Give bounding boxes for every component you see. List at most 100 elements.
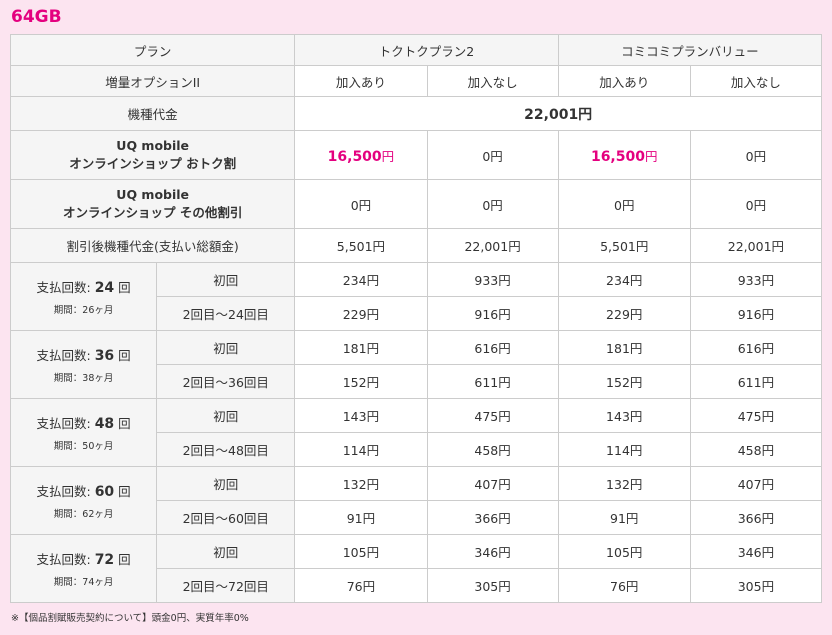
first-payment-value: 616円 xyxy=(689,330,823,365)
payment-period: 期間：38ヶ月 xyxy=(53,373,114,384)
header-row-option: 増量オプションII 加入あり 加入なし 加入あり 加入なし xyxy=(9,65,823,97)
other-value-2: 0円 xyxy=(426,179,559,229)
rest-payment-value: 152円 xyxy=(294,364,428,399)
price-table: プラン トクトクプラン2 コミコミプランバリュー 増量オプションII 加入あり … xyxy=(9,34,823,603)
payment-suffix: 回 xyxy=(118,484,131,499)
first-payment-value: 143円 xyxy=(294,398,428,433)
rest-payment-value: 114円 xyxy=(557,432,691,467)
first-payment-label: 初回 xyxy=(156,262,296,297)
otoku-label-line2: オンラインショップ おトク割 xyxy=(69,156,237,171)
first-payment-label: 初回 xyxy=(156,330,296,365)
header-row-plan: プラン トクトクプラン2 コミコミプランバリュー xyxy=(9,34,823,66)
rest-payment-value: 76円 xyxy=(294,568,428,603)
first-payment-value: 346円 xyxy=(689,534,823,569)
first-payment-label: 初回 xyxy=(156,398,296,433)
rest-payment-label: 2回目〜36回目 xyxy=(156,364,296,399)
first-payment-value: 407円 xyxy=(689,466,823,501)
plan-komikomi: コミコミプランバリュー xyxy=(557,34,823,66)
device-price-label: 機種代金 xyxy=(9,96,296,131)
payment-prefix: 支払回数: xyxy=(36,484,91,499)
payment-first-row: 支払回数: 72 回期間：74ヶ月 初回 105円 346円 105円 346円 xyxy=(9,534,823,603)
other-label-line1: UQ mobile xyxy=(116,187,190,202)
payment-count: 60 xyxy=(94,484,115,500)
payment-count-line: 支払回数: 36 回 xyxy=(11,345,156,364)
plan-label: プラン xyxy=(9,34,296,66)
join-no-b: 加入なし xyxy=(689,65,823,97)
after-value-2: 22,001円 xyxy=(426,228,559,263)
payment-count: 36 xyxy=(94,348,115,364)
payment-count-label: 支払回数: 60 回期間：62ヶ月 xyxy=(9,466,158,535)
plan-tokutoku: トクトクプラン2 xyxy=(294,34,559,66)
otoku-value-1: 16,500円 xyxy=(294,130,428,180)
after-value-3: 5,501円 xyxy=(557,228,691,263)
payment-suffix: 回 xyxy=(118,416,131,431)
rest-payment-value: 611円 xyxy=(689,364,823,399)
payment-first-row: 支払回数: 36 回期間：38ヶ月 初回 181円 616円 181円 616円 xyxy=(9,330,823,399)
rest-payment-value: 152円 xyxy=(557,364,691,399)
payment-rest-row: 2回目〜36回目 152円 611円 152円 611円 xyxy=(11,364,823,399)
payment-suffix: 回 xyxy=(118,348,131,363)
page-title: 64GB xyxy=(11,7,62,27)
rest-payment-value: 91円 xyxy=(557,500,691,535)
device-price-row: 機種代金 22,001円 xyxy=(9,96,822,131)
payment-suffix: 回 xyxy=(118,552,131,567)
payment-count-line: 支払回数: 24 回 xyxy=(11,277,156,296)
rest-payment-value: 458円 xyxy=(689,432,823,467)
otoku-discount-label: UQ mobile オンラインショップ おトク割 xyxy=(9,130,296,180)
payment-rest-row: 2回目〜60回目 91円 366円 91円 366円 xyxy=(11,500,823,535)
otoku-value-2: 0円 xyxy=(426,130,559,180)
other-value-3: 0円 xyxy=(557,179,691,229)
first-payment-value: 234円 xyxy=(294,262,428,297)
payment-first-row: 支払回数: 24 回期間：26ヶ月 初回 234円 933円 234円 933円 xyxy=(9,262,823,331)
payment-count: 48 xyxy=(94,416,115,432)
first-payment-value: 132円 xyxy=(557,466,691,501)
rest-payment-value: 229円 xyxy=(294,296,428,331)
payment-count-label: 支払回数: 24 回期間：26ヶ月 xyxy=(9,262,158,331)
rest-payment-value: 114円 xyxy=(294,432,428,467)
payment-count: 24 xyxy=(94,280,115,296)
rest-payment-value: 305円 xyxy=(426,568,559,603)
first-payment-value: 181円 xyxy=(294,330,428,365)
payment-period: 期間：74ヶ月 xyxy=(53,577,114,588)
first-payment-label: 初回 xyxy=(156,466,296,501)
rest-payment-value: 91円 xyxy=(294,500,428,535)
rest-payment-value: 916円 xyxy=(689,296,823,331)
other-discount-row: UQ mobile オンラインショップ その他割引 0円 0円 0円 0円 xyxy=(9,179,823,229)
payment-rest-row: 2回目〜72回目 76円 305円 76円 305円 xyxy=(11,568,823,603)
footnote: ※【個品割賦販売契約について】頭金0円、実質年率0% xyxy=(11,613,249,624)
payment-rest-row: 2回目〜48回目 114円 458円 114円 458円 xyxy=(11,432,823,467)
payment-suffix: 回 xyxy=(118,280,131,295)
other-label-line2: オンラインショップ その他割引 xyxy=(62,205,243,220)
rest-payment-value: 611円 xyxy=(426,364,559,399)
otoku-label-line1: UQ mobile xyxy=(116,138,190,153)
rest-payment-label: 2回目〜60回目 xyxy=(156,500,296,535)
first-payment-value: 105円 xyxy=(294,534,428,569)
rest-payment-value: 366円 xyxy=(689,500,823,535)
join-yes-a: 加入あり xyxy=(294,65,428,97)
payment-prefix: 支払回数: xyxy=(36,348,91,363)
payment-count-label: 支払回数: 48 回期間：50ヶ月 xyxy=(9,398,158,467)
payment-first-row: 支払回数: 48 回期間：50ヶ月 初回 143円 475円 143円 475円 xyxy=(9,398,823,467)
payment-period: 期間：62ヶ月 xyxy=(53,509,114,520)
first-payment-value: 475円 xyxy=(426,398,559,433)
first-payment-label: 初回 xyxy=(156,534,296,569)
otoku-amount-pink: 16,500 xyxy=(327,148,382,165)
join-yes-b: 加入あり xyxy=(557,65,691,97)
payment-count-label: 支払回数: 72 回期間：74ヶ月 xyxy=(9,534,158,603)
rest-payment-value: 305円 xyxy=(689,568,823,603)
first-payment-value: 933円 xyxy=(426,262,559,297)
first-payment-value: 143円 xyxy=(557,398,691,433)
otoku-yen: 円 xyxy=(381,148,395,164)
payment-count: 72 xyxy=(94,552,115,568)
otoku-discount-row: UQ mobile オンラインショップ おトク割 16,500円 0円 16,5… xyxy=(9,130,823,180)
payment-prefix: 支払回数: xyxy=(36,552,91,567)
first-payment-value: 933円 xyxy=(689,262,823,297)
after-value-1: 5,501円 xyxy=(294,228,428,263)
payment-period: 期間：26ヶ月 xyxy=(53,305,114,316)
rest-payment-label: 2回目〜72回目 xyxy=(156,568,296,603)
payment-count-line: 支払回数: 48 回 xyxy=(11,413,156,432)
payment-prefix: 支払回数: xyxy=(36,280,91,295)
after-value-4: 22,001円 xyxy=(689,228,823,263)
payment-first-row: 支払回数: 60 回期間：62ヶ月 初回 132円 407円 132円 407円 xyxy=(9,466,823,535)
first-payment-value: 346円 xyxy=(426,534,559,569)
